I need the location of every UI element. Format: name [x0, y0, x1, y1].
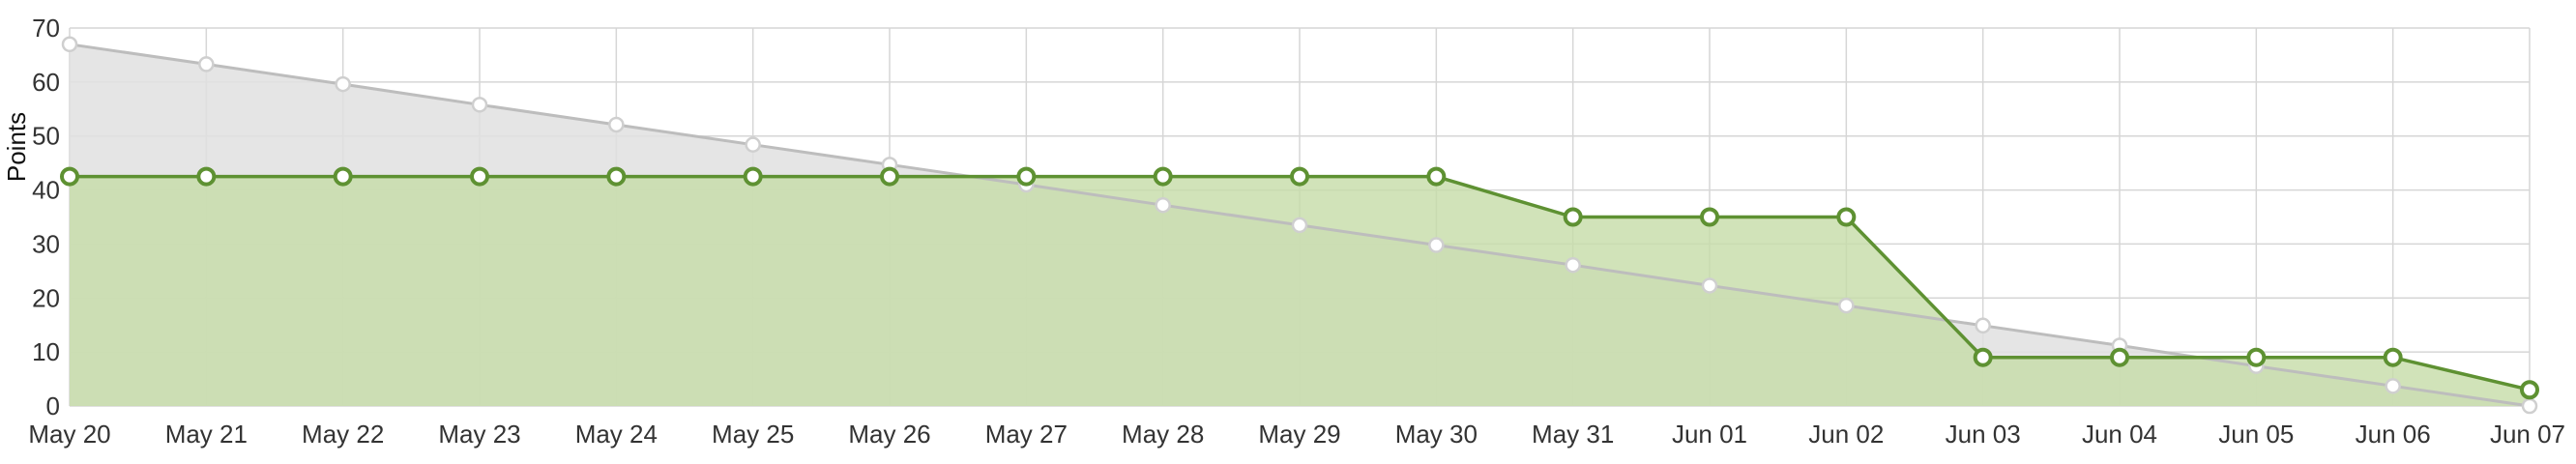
y-tick-label: 40	[32, 176, 60, 205]
x-tick-label: Jun 06	[2356, 420, 2431, 449]
x-tick-label: May 26	[848, 420, 930, 449]
actual-point[interactable]	[60, 166, 79, 187]
y-tick-label: 60	[32, 68, 60, 97]
actual-point[interactable]	[2520, 380, 2539, 400]
ideal-point[interactable]	[2521, 397, 2538, 415]
actual-point[interactable]	[1016, 166, 1037, 187]
ideal-point[interactable]	[471, 97, 488, 113]
x-tick-label: Jun 01	[1672, 420, 1747, 449]
x-axis-ticks: May 20 May 21 May 22 May 23 May 24 May 25 May …	[28, 420, 2565, 449]
ideal-point[interactable]	[1155, 196, 1171, 214]
ideal-point[interactable]	[198, 56, 215, 72]
y-tick-label: 0	[46, 392, 60, 420]
actual-point[interactable]	[2383, 347, 2403, 367]
y-axis-ticks: 0 10 20 30 40 50 60 70	[32, 14, 60, 420]
x-tick-label: May 31	[1532, 420, 1614, 449]
x-tick-label: May 20	[28, 420, 110, 449]
x-tick-label: May 27	[985, 420, 1068, 449]
x-tick-label: Jun 07	[2490, 420, 2565, 449]
x-tick-label: May 28	[1122, 420, 1204, 449]
x-tick-label: May 25	[712, 420, 794, 449]
y-tick-label: 50	[32, 122, 60, 151]
actual-point[interactable]	[1563, 207, 1583, 227]
x-tick-label: May 22	[302, 420, 384, 449]
actual-area	[70, 176, 2530, 406]
x-tick-label: May 23	[438, 420, 520, 449]
x-tick-label: May 21	[165, 420, 248, 449]
ideal-point[interactable]	[745, 136, 761, 153]
x-tick-label: Jun 05	[2218, 420, 2294, 449]
actual-point[interactable]	[1836, 207, 1857, 227]
ideal-point[interactable]	[61, 36, 78, 53]
y-tick-label: 70	[32, 14, 60, 43]
ideal-point[interactable]	[1838, 297, 1855, 314]
actual-point[interactable]	[1290, 166, 1309, 187]
y-tick-label: 20	[32, 283, 60, 312]
x-tick-label: May 29	[1258, 420, 1340, 449]
actual-point[interactable]	[2110, 347, 2129, 367]
y-axis-title: Points	[2, 112, 31, 182]
y-tick-label: 30	[32, 229, 60, 258]
actual-point[interactable]	[333, 166, 353, 187]
ideal-point[interactable]	[1291, 217, 1308, 234]
ideal-point[interactable]	[1975, 317, 1991, 334]
actual-point[interactable]	[1973, 347, 1993, 367]
ideal-point[interactable]	[2385, 378, 2401, 394]
actual-point[interactable]	[2246, 347, 2267, 367]
x-tick-label: Jun 04	[2082, 420, 2157, 449]
y-tick-label: 10	[32, 337, 60, 366]
ideal-point[interactable]	[1565, 256, 1581, 274]
x-tick-label: Jun 03	[1946, 420, 2021, 449]
actual-point[interactable]	[470, 166, 489, 187]
ideal-point[interactable]	[608, 116, 625, 133]
ideal-point[interactable]	[1701, 277, 1718, 294]
ideal-point[interactable]	[335, 75, 351, 93]
x-tick-label: May 30	[1395, 420, 1478, 449]
ideal-point[interactable]	[1428, 237, 1445, 253]
actual-point[interactable]	[880, 166, 899, 187]
x-tick-label: May 24	[575, 420, 658, 449]
actual-point[interactable]	[743, 166, 763, 187]
series-points	[60, 36, 2539, 415]
x-tick-label: Jun 02	[1808, 420, 1884, 449]
actual-point[interactable]	[606, 166, 627, 187]
actual-point[interactable]	[196, 166, 217, 187]
actual-point[interactable]	[1426, 166, 1447, 187]
actual-point[interactable]	[1153, 166, 1173, 187]
actual-point[interactable]	[1700, 207, 1719, 227]
